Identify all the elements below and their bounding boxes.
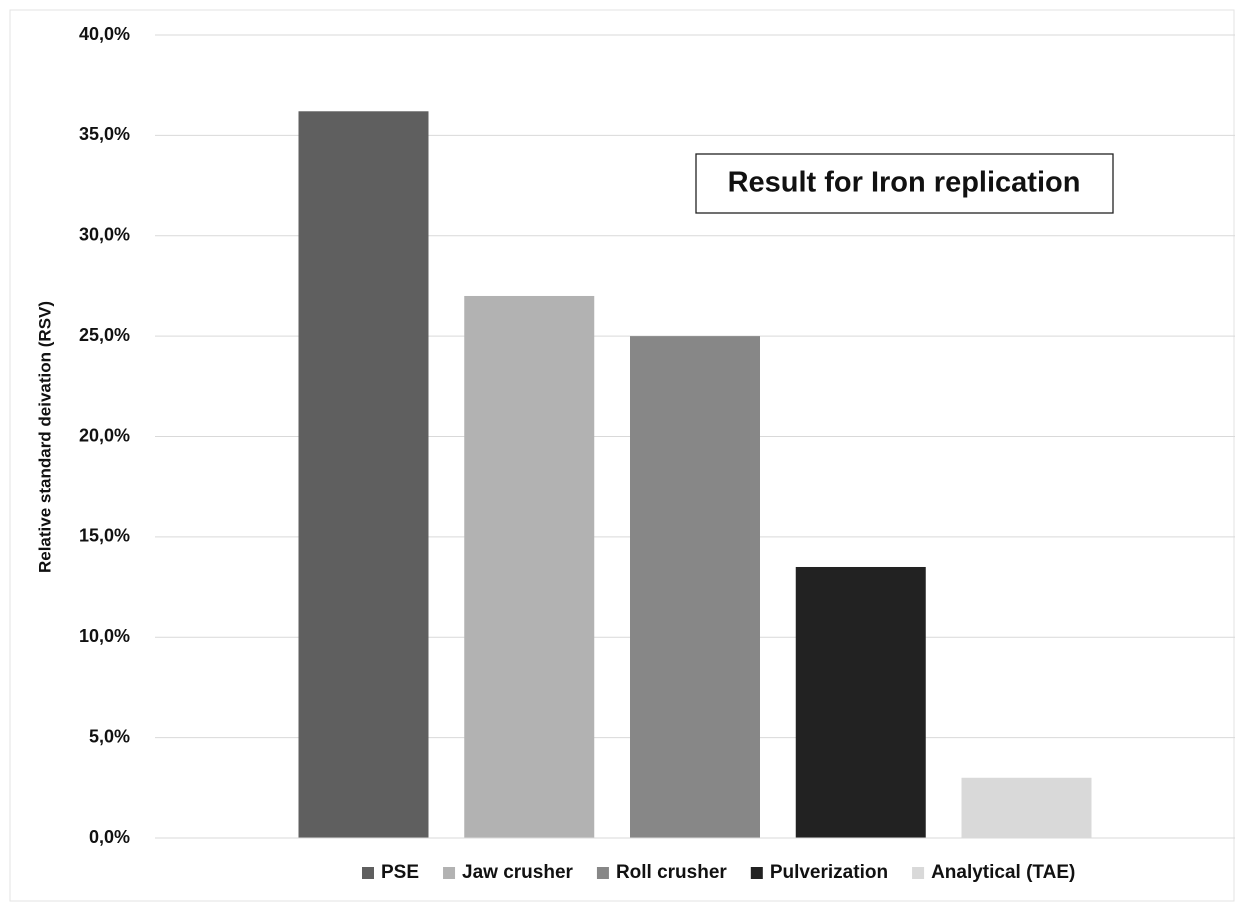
bar	[630, 336, 760, 838]
y-tick-label: 5,0%	[89, 726, 130, 746]
legend-label: Analytical (TAE)	[931, 862, 1075, 883]
legend-swatch	[443, 867, 456, 879]
y-tick-label: 30,0%	[79, 225, 130, 245]
y-tick-label: 15,0%	[79, 526, 130, 546]
bar	[961, 777, 1092, 838]
y-tick-label: 0,0%	[89, 827, 130, 847]
y-tick-label: 40,0%	[79, 24, 130, 44]
bar	[795, 566, 926, 838]
legend-label: PSE	[381, 862, 419, 883]
chart-border	[9, 9, 1235, 902]
y-tick-label: 35,0%	[79, 124, 130, 144]
bar	[464, 295, 595, 839]
y-tick-label: 25,0%	[79, 325, 130, 345]
bar	[298, 111, 429, 838]
annotation-box	[695, 153, 1114, 214]
legend-label: Jaw crusher	[462, 862, 573, 883]
legend-swatch	[596, 867, 609, 879]
legend-label: Roll crusher	[616, 862, 727, 883]
legend-swatch	[912, 867, 925, 879]
y-tick-label: 20,0%	[79, 425, 130, 445]
legend-label: Pulverization	[770, 862, 888, 883]
legend-swatch	[750, 867, 763, 879]
annotation: Result for Iron replication	[728, 167, 1081, 199]
legend-swatch	[362, 867, 374, 879]
y-axis-label: Relative standard deivation (RSV)	[35, 301, 54, 573]
y-tick-label: 10,0%	[79, 626, 130, 646]
